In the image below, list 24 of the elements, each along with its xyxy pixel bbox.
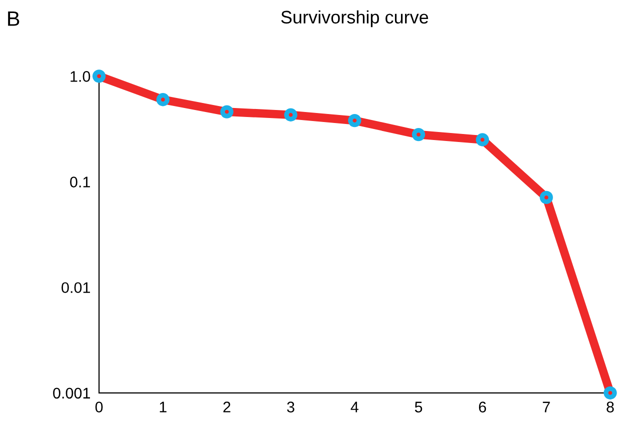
x-tick-label: 6 [478,402,486,412]
y-tick-label: 0.001 [53,388,90,399]
y-tick-label: 0.1 [70,176,90,188]
x-tick-label: 2 [223,402,230,412]
text: B [8,11,20,26]
point [412,128,426,142]
y-tick-label: 0.01 [62,282,90,294]
x-tick-label: 8 [606,402,614,412]
point [604,386,617,400]
point [348,114,362,128]
point [540,190,553,204]
x-tick-label: 0 [95,402,103,412]
chart-title: Survivorship curve [281,10,428,28]
x-tick-label: 3 [287,402,294,412]
point [92,70,106,83]
x-tick-label: 7 [542,402,550,412]
y-tick-label: 1.0 [70,71,90,82]
point [476,133,490,146]
x-tick-label: 1 [160,402,166,412]
x-tick-label: 4 [350,402,358,412]
point [220,105,234,118]
point [284,108,298,122]
x-tick-label: 5 [414,402,422,412]
point [156,93,170,106]
